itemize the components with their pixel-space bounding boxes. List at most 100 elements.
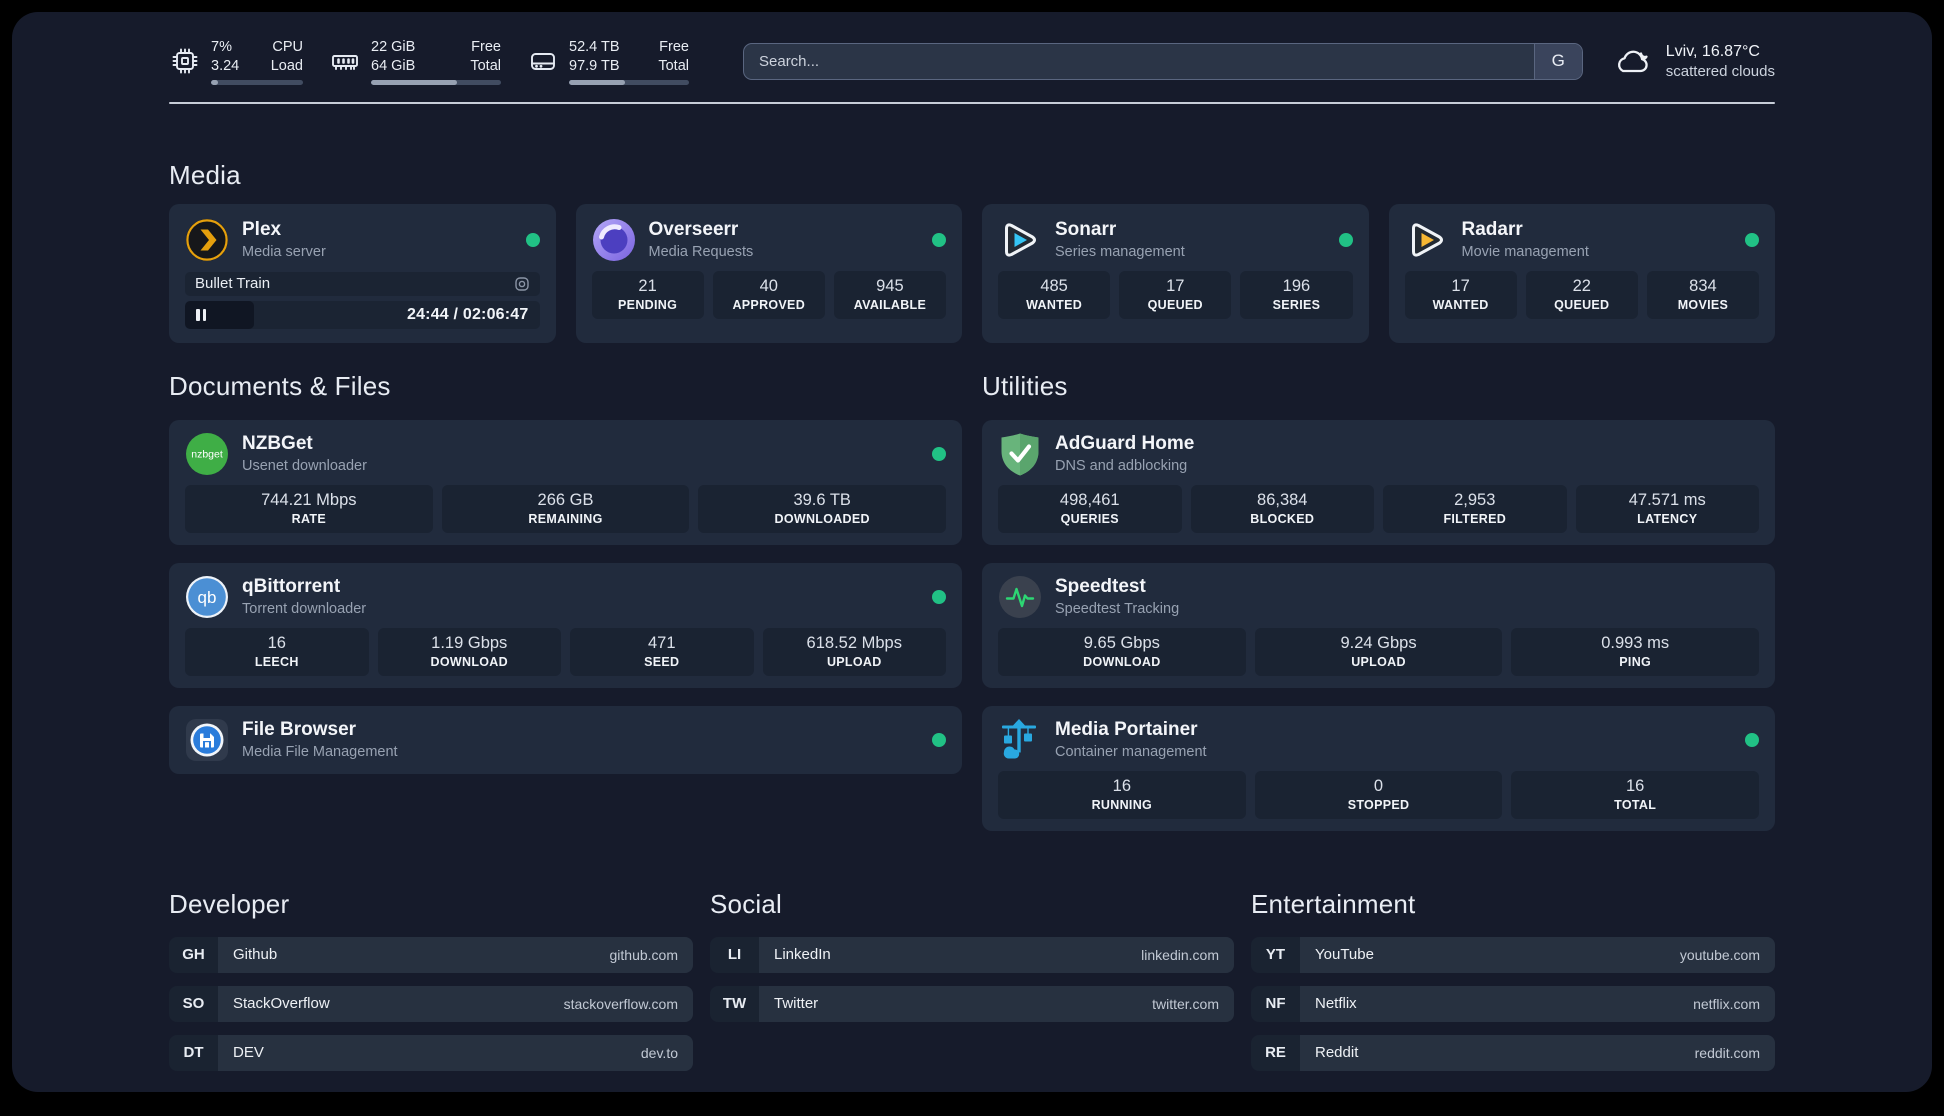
bookmark-url: netflix.com xyxy=(1693,995,1760,1012)
bookmark-abbr: TW xyxy=(710,985,759,1022)
sonarr-icon xyxy=(1005,223,1036,257)
storage-total-label: Total xyxy=(658,57,689,74)
section-documents: Documents & Files nzbget NZBGet Usenet d… xyxy=(169,371,962,831)
stat-tile-stopped: 0 STOPPED xyxy=(1254,770,1503,819)
bookmark-reddit[interactable]: RE Reddit reddit.com xyxy=(1251,1034,1775,1071)
pause-icon[interactable] xyxy=(196,308,206,321)
bookmark-url: dev.to xyxy=(640,1044,678,1061)
plex-icon xyxy=(186,218,228,261)
stat-tile-series: 196 SERIES xyxy=(1240,270,1353,319)
bookmarks-entertainment: Entertainment YT YouTube youtube.com NF … xyxy=(1251,889,1775,1071)
load-label: Load xyxy=(270,57,303,74)
stat-tile-seed: 471 SEED xyxy=(570,627,754,676)
app-card-filebrowser[interactable]: File Browser Media File Management xyxy=(169,705,962,774)
bookmark-dev[interactable]: DT DEV dev.to xyxy=(169,1034,693,1071)
app-title: File Browser xyxy=(242,719,357,741)
media-section-title: Media xyxy=(169,159,241,190)
bookmarks-developer: Developer GH Github github.com SO StackO… xyxy=(169,889,693,1071)
app-card-portainer[interactable]: Media Portainer Container management 16 … xyxy=(982,705,1775,831)
status-online-dot xyxy=(932,232,946,247)
app-card-qbittorrent[interactable]: qb qBittorrent Torrent downloader 16 LEE… xyxy=(169,562,962,688)
stat-tile-upload: 9.24 Gbps UPLOAD xyxy=(1254,627,1503,676)
cpu-usage-value: 7% xyxy=(211,39,232,55)
memory-total-value: 64 GiB xyxy=(371,57,416,74)
storage-free-label: Free xyxy=(659,39,689,55)
stat-tile-latency: 47.571 ms LATENCY xyxy=(1575,484,1759,533)
search-bar: G xyxy=(743,42,1583,80)
memory-free-value: 22 GiB xyxy=(371,39,416,55)
memory-progress-bar xyxy=(371,79,501,85)
bookmark-twitter[interactable]: TW Twitter twitter.com xyxy=(710,985,1234,1022)
social-section-title: Social xyxy=(710,888,783,919)
stat-tile-leech: 16 LEECH xyxy=(185,627,369,676)
speedtest-icon xyxy=(999,575,1041,618)
bookmark-url: youtube.com xyxy=(1679,946,1760,963)
bookmark-url: stackoverflow.com xyxy=(563,995,678,1012)
stat-tile-running: 16 RUNNING xyxy=(998,770,1246,819)
dashboard-panel: 7% 3.24 CPU Load xyxy=(12,12,1932,1092)
session-icon[interactable] xyxy=(514,276,530,292)
bookmark-github[interactable]: GH Github github.com xyxy=(169,936,693,973)
bookmark-linkedin[interactable]: LI LinkedIn linkedin.com xyxy=(710,936,1234,973)
filebrowser-icon xyxy=(186,718,228,761)
app-card-overseerr[interactable]: Overseerr Media Requests 21 PENDING 40 A… xyxy=(575,203,962,343)
app-card-radarr[interactable]: Radarr Movie management 17 WANTED 22 QUE… xyxy=(1388,203,1775,343)
cpu-load-value: 3.24 xyxy=(211,57,240,74)
status-online-dot xyxy=(525,232,540,247)
app-card-speedtest[interactable]: Speedtest Speedtest Tracking 9.65 Gbps D… xyxy=(982,562,1775,688)
utilities-section-title: Utilities xyxy=(982,370,1068,401)
bookmark-abbr: DT xyxy=(169,1034,218,1071)
search-input[interactable] xyxy=(744,43,1534,79)
weather-widget[interactable]: Lviv, 16.87°C scattered clouds xyxy=(1613,43,1775,80)
memory-total-label: Total xyxy=(470,57,501,74)
entertainment-section-title: Entertainment xyxy=(1251,888,1416,919)
app-subtitle: Media Requests xyxy=(648,244,754,261)
stat-tile-available: 945 AVAILABLE xyxy=(833,270,947,319)
weather-condition: scattered clouds xyxy=(1665,62,1775,80)
stat-tile-upload: 618.52 Mbps UPLOAD xyxy=(762,627,946,676)
developer-section-title: Developer xyxy=(169,888,290,919)
bookmark-abbr: SO xyxy=(169,985,218,1022)
memory-icon xyxy=(332,55,358,71)
storage-free-value: 52.4 TB xyxy=(569,39,620,55)
app-subtitle: Media server xyxy=(242,244,326,261)
memory-stat-widget: 22 GiB 64 GiB Free Total xyxy=(329,38,501,85)
adguard-icon xyxy=(1001,433,1039,476)
bookmark-abbr: RE xyxy=(1251,1034,1300,1071)
stat-tile-remaining: 266 GB REMAINING xyxy=(441,484,690,533)
search-engine-button[interactable]: G xyxy=(1533,43,1582,79)
status-online-dot xyxy=(1745,232,1759,247)
section-utilities: Utilities AdGuard Home DNS and adblockin… xyxy=(982,371,1775,831)
stat-tile-approved: 40 APPROVED xyxy=(712,270,825,319)
bookmark-youtube[interactable]: YT YouTube youtube.com xyxy=(1251,936,1775,973)
bookmark-name: LinkedIn xyxy=(774,946,831,964)
app-title: Sonarr xyxy=(1055,219,1117,241)
app-card-sonarr[interactable]: Sonarr Series management 485 WANTED 17 Q… xyxy=(982,203,1369,343)
bookmark-netflix[interactable]: NF Netflix netflix.com xyxy=(1251,985,1775,1022)
bookmark-name: DEV xyxy=(233,1044,264,1062)
bookmark-name: YouTube xyxy=(1315,946,1374,964)
topbar-divider xyxy=(169,101,1775,104)
app-card-plex[interactable]: Plex Media server Bullet Train 24:44 / 0 xyxy=(169,203,556,343)
bookmark-name: Twitter xyxy=(774,995,819,1013)
app-subtitle: Series management xyxy=(1055,244,1185,261)
stat-tile-queries: 498,461 QUERIES xyxy=(998,484,1182,533)
now-playing-progress-bar[interactable]: 24:44 / 02:06:47 xyxy=(185,300,540,329)
app-title: Plex xyxy=(242,219,282,241)
weather-location-temp: Lviv, 16.87°C xyxy=(1665,42,1760,60)
app-card-nzbget[interactable]: nzbget NZBGet Usenet downloader 744.21 M… xyxy=(169,419,962,545)
app-title: AdGuard Home xyxy=(1055,433,1195,455)
overseerr-icon xyxy=(592,218,635,261)
app-subtitle: Speedtest Tracking xyxy=(1055,601,1180,618)
bookmark-abbr: YT xyxy=(1251,936,1300,973)
storage-icon xyxy=(531,53,555,71)
app-card-adguard[interactable]: AdGuard Home DNS and adblocking 498,461 … xyxy=(982,419,1775,545)
bookmark-abbr: NF xyxy=(1251,985,1300,1022)
bookmark-abbr: GH xyxy=(169,936,218,973)
top-bar: 7% 3.24 CPU Load xyxy=(169,38,1775,85)
stat-tile-wanted: 485 WANTED xyxy=(998,270,1111,319)
app-subtitle: Media File Management xyxy=(242,744,398,761)
bookmark-stackoverflow[interactable]: SO StackOverflow stackoverflow.com xyxy=(169,985,693,1022)
bookmark-abbr: LI xyxy=(710,936,759,973)
stat-tile-rate: 744.21 Mbps RATE xyxy=(185,484,433,533)
